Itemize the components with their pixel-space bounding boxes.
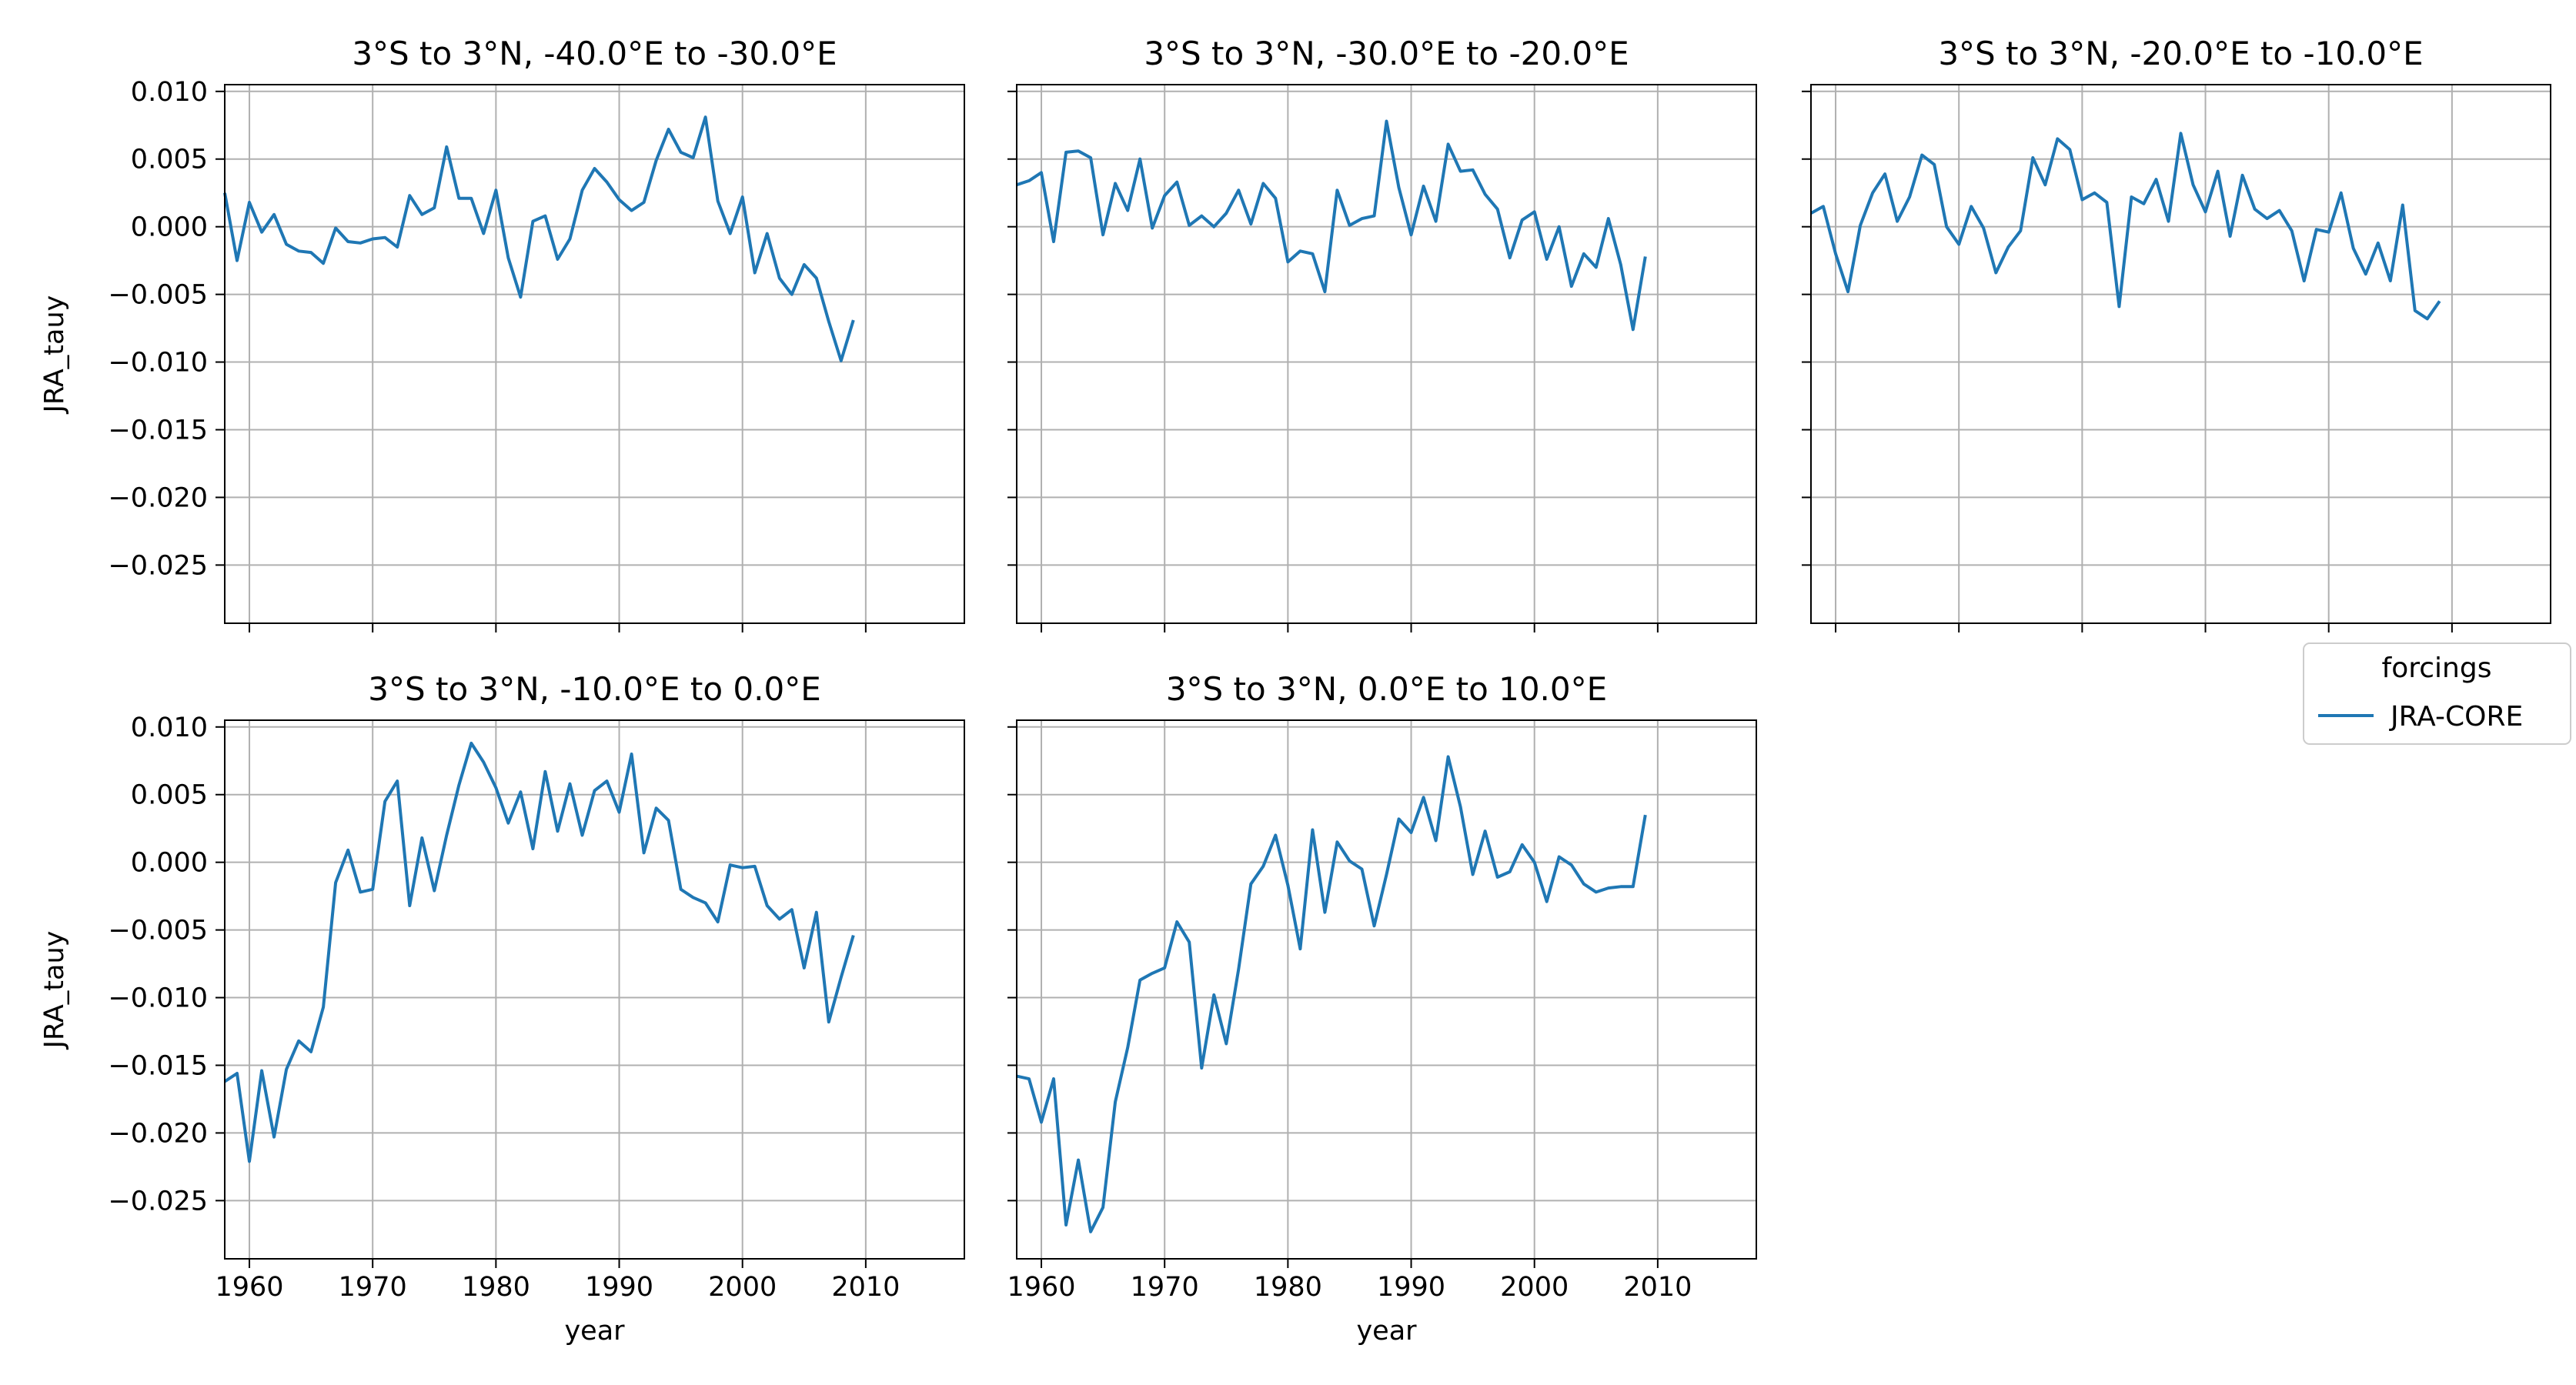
x-tick-label: 2010 [831,1272,900,1303]
axes-frame [224,84,965,624]
x-tick-label: 2000 [1500,1272,1569,1303]
y-tick-label: −0.015 [108,415,208,446]
legend: forcings JRA-CORE [2303,642,2571,745]
y-tick-label: 0.010 [131,713,208,743]
series-line-1 [1810,132,2441,321]
series-line-1 [1016,755,1647,1233]
x-axis-label: year [564,1316,625,1347]
y-tick-label: −0.005 [108,916,208,946]
x-tick-label: 1960 [215,1272,283,1303]
x-tick-label: 1960 [1007,1272,1075,1303]
x-tick-label: 2000 [708,1272,777,1303]
x-tick-label: 1990 [585,1272,653,1303]
y-tick-label: 0.005 [131,780,208,811]
subplot-4: 1960 1970 1980 1990 2000 2010 0.010 0.005 0.000 −… [39,670,965,1347]
y-tick-label: −0.010 [108,983,208,1014]
y-tick-label: −0.015 [108,1050,208,1081]
axes-frame [1016,84,1757,624]
y-tick-label: −0.025 [108,550,208,581]
y-axis-label: JRA_tauy [39,931,70,1050]
legend-entry-label: JRA-CORE [2389,701,2523,733]
axes-frame [1016,719,1757,1260]
x-tick-label: 2010 [1623,1272,1692,1303]
y-tick-label: −0.020 [108,482,208,513]
series-line-1 [1016,119,1647,332]
subplot-title: 3°S to 3°N, -10.0°E to 0.0°E [368,670,821,708]
legend-title: forcings [2382,652,2492,684]
subplot-5: 1960 1970 1980 1990 2000 2010 3°S to 3°N, 0.0°… [1007,670,1757,1347]
y-tick-label: −0.005 [108,280,208,311]
subplot-2: 3°S to 3°N, -30.0°E to -20.0°E [1007,35,1757,632]
y-axis-label: JRA_tauy [39,295,70,415]
y-tick-label: −0.025 [108,1186,208,1216]
subplot-1: 0.010 0.005 0.000 −0.005 −0.010 −0.015 −0.020 −… [39,35,965,632]
subplot-title: 3°S to 3°N, 0.0°E to 10.0°E [1166,670,1607,708]
y-tick-label: 0.000 [131,848,208,879]
axes-frame [1810,84,2551,624]
legend-frame [2303,642,2571,745]
y-tick-label: −0.020 [108,1118,208,1149]
x-tick-label: 1990 [1377,1272,1445,1303]
x-tick-label: 1970 [339,1272,407,1303]
subplot-3: 3°S to 3°N, -20.0°E to -10.0°E [1802,35,2551,632]
subplot-title: 3°S to 3°N, -20.0°E to -10.0°E [1938,35,2423,72]
y-tick-label: 0.010 [131,77,208,108]
series-line-1 [223,741,855,1163]
y-tick-label: 0.000 [131,212,208,243]
x-tick-label: 1980 [1254,1272,1322,1303]
axes-frame [224,719,965,1260]
subplots: 0.010 0.005 0.000 −0.005 −0.010 −0.015 −0.020 −… [39,35,2551,1347]
x-axis-label: year [1356,1316,1417,1347]
subplot-title: 3°S to 3°N, -30.0°E to -20.0°E [1144,35,1629,72]
y-tick-label: 0.005 [131,145,208,175]
x-tick-label: 1970 [1131,1272,1199,1303]
subplot-title: 3°S to 3°N, -40.0°E to -30.0°E [352,35,837,72]
x-tick-label: 1980 [462,1272,530,1303]
y-tick-label: −0.010 [108,348,208,379]
series-line-1 [223,115,855,362]
